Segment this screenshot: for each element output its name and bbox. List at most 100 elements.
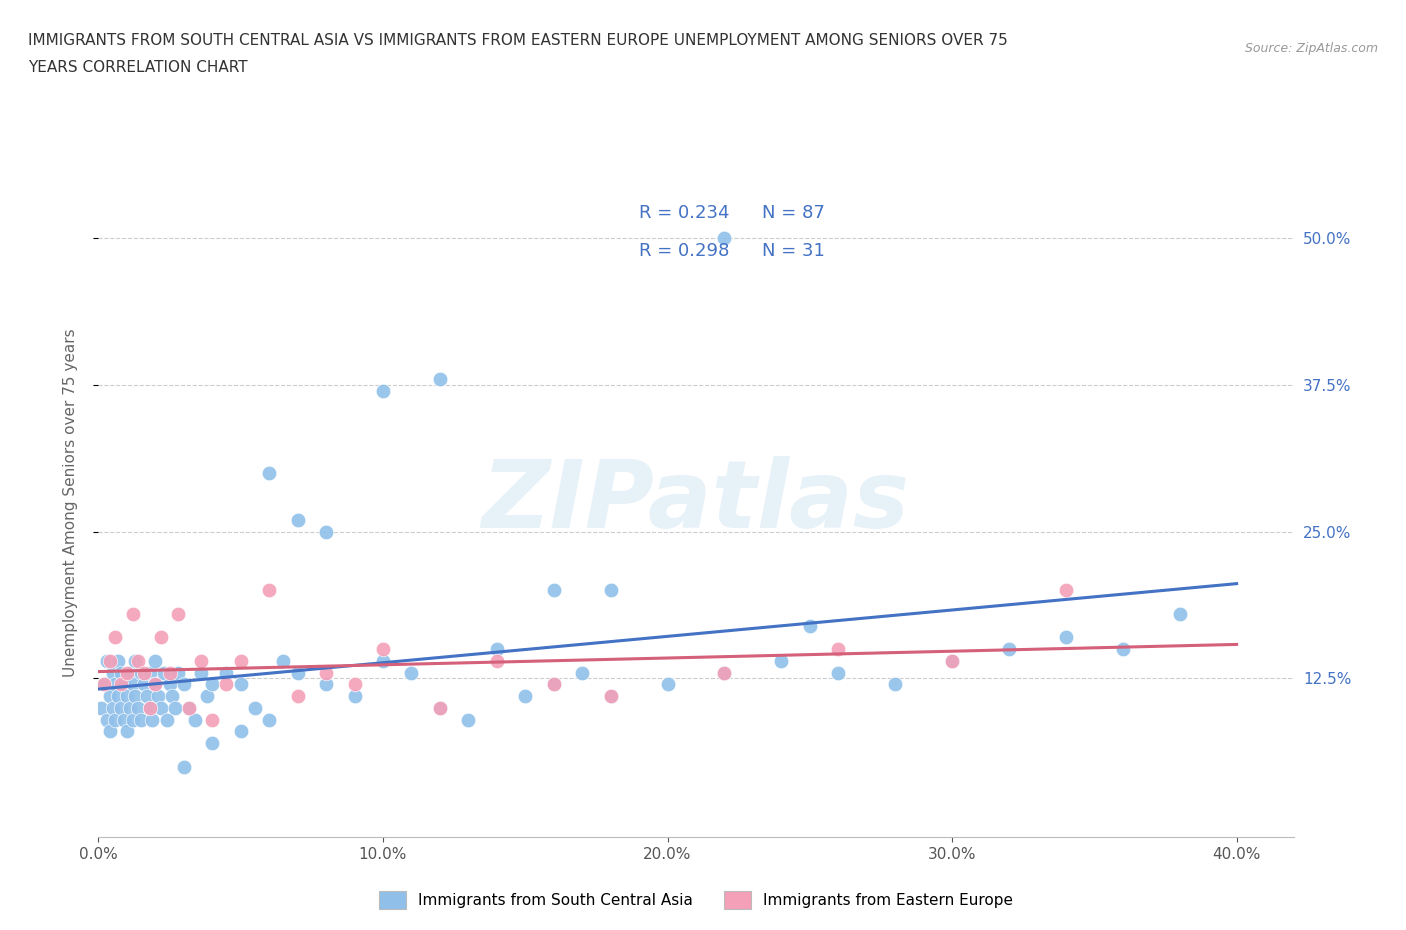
Point (150, 700, 173, 715)
Point (371, 383, 394, 398)
Point (159, 677, 181, 692)
Point (543, 677, 565, 692)
Point (179, 700, 201, 715)
Point (257, 583, 280, 598)
Point (101, 700, 124, 715)
Point (543, 583, 565, 598)
Point (143, 677, 166, 692)
Point (150, 630, 173, 644)
Point (429, 371, 451, 386)
Point (599, 583, 621, 598)
Point (127, 654, 149, 669)
Point (107, 688, 129, 703)
Point (127, 700, 149, 715)
Point (98, 654, 121, 669)
Point (201, 736, 224, 751)
Point (90, 700, 112, 715)
Point (173, 677, 195, 692)
Point (104, 630, 127, 644)
Point (115, 724, 138, 738)
Point (124, 688, 146, 703)
Point (429, 700, 451, 715)
Point (153, 665, 176, 680)
Point (167, 665, 190, 680)
Point (1054, 583, 1077, 598)
Point (941, 654, 963, 669)
Text: N = 87: N = 87 (762, 204, 824, 222)
Point (141, 712, 163, 727)
Point (118, 665, 141, 680)
Point (93, 677, 115, 692)
Point (1168, 606, 1191, 621)
Point (167, 606, 190, 621)
Point (121, 712, 143, 727)
Point (315, 677, 337, 692)
Point (162, 688, 184, 703)
Y-axis label: Unemployment Among Seniors over 75 years: Unemployment Among Seniors over 75 years (63, 328, 77, 676)
Point (827, 642, 849, 657)
Point (343, 688, 366, 703)
Point (713, 665, 735, 680)
Point (287, 512, 309, 527)
Point (138, 700, 160, 715)
Point (110, 665, 132, 680)
Point (118, 700, 141, 715)
Point (129, 712, 152, 727)
Point (143, 654, 166, 669)
Point (138, 665, 160, 680)
Point (657, 677, 679, 692)
Point (243, 700, 266, 715)
Point (121, 606, 143, 621)
Point (515, 688, 537, 703)
Point (173, 759, 195, 774)
Point (201, 712, 224, 727)
Point (257, 465, 280, 480)
Point (115, 665, 138, 680)
Point (215, 677, 238, 692)
Point (132, 665, 155, 680)
Point (257, 712, 280, 727)
Point (229, 654, 252, 669)
Point (98, 724, 121, 738)
Point (1054, 630, 1077, 644)
Point (112, 677, 135, 692)
Text: YEARS CORRELATION CHART: YEARS CORRELATION CHART (28, 60, 247, 75)
Point (115, 688, 138, 703)
Point (190, 654, 212, 669)
Point (165, 700, 187, 715)
Point (599, 688, 621, 703)
Text: N = 31: N = 31 (762, 242, 824, 260)
Point (156, 712, 179, 727)
Point (124, 654, 146, 669)
Point (195, 688, 218, 703)
Point (429, 700, 451, 715)
Point (287, 688, 309, 703)
Point (401, 665, 423, 680)
Point (96, 712, 118, 727)
Point (543, 677, 565, 692)
Point (135, 688, 157, 703)
Point (215, 665, 238, 680)
Point (229, 724, 252, 738)
Point (315, 525, 337, 539)
Point (138, 700, 160, 715)
Point (132, 677, 155, 692)
Point (941, 654, 963, 669)
Text: Source: ZipAtlas.com: Source: ZipAtlas.com (1244, 42, 1378, 55)
Point (998, 642, 1021, 657)
Point (371, 654, 394, 669)
Point (571, 665, 593, 680)
Point (599, 688, 621, 703)
Point (129, 665, 152, 680)
Point (190, 665, 212, 680)
Point (799, 618, 821, 633)
Text: ZIPatlas: ZIPatlas (482, 457, 910, 548)
Text: R = 0.234: R = 0.234 (638, 204, 730, 222)
Point (343, 677, 366, 692)
Point (827, 665, 849, 680)
Point (371, 642, 394, 657)
Point (159, 665, 181, 680)
Point (457, 712, 479, 727)
Point (713, 665, 735, 680)
Point (485, 654, 508, 669)
